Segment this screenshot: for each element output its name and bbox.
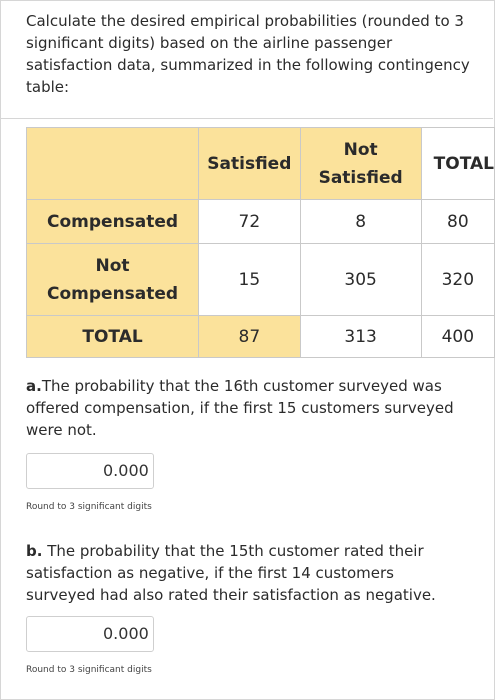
answer-a-hint: Round to 3 significant digits	[26, 502, 152, 512]
intro-section: Calculate the desired empirical probabil…	[0, 0, 493, 119]
cell-total-not-satisfied: 313	[299, 315, 422, 358]
header-satisfied: Satisfied	[198, 127, 301, 200]
row-label-not-compensated: Not Compensated	[25, 243, 200, 316]
cell-compensated-total: 80	[420, 199, 495, 244]
question-a-text: The probability that the 16th customer s…	[26, 377, 454, 439]
question-a: a.The probability that the 16th customer…	[26, 375, 466, 441]
contingency-table: Satisfied Not Satisfied TOTAL Compensate…	[25, 127, 495, 358]
row-label-total: TOTAL	[25, 315, 200, 358]
header-not-satisfied: Not Satisfied	[299, 127, 422, 200]
header-corner-cell	[25, 127, 200, 200]
question-b-label: b.	[26, 542, 43, 560]
cell-compensated-satisfied: 72	[198, 199, 301, 244]
table-row: Compensated 72 8 80	[25, 199, 495, 244]
cell-not-compensated-total: 320	[420, 243, 495, 316]
header-total: TOTAL	[420, 127, 495, 200]
question-b: b. The probability that the 15th custome…	[26, 540, 466, 606]
cell-total-total: 400	[420, 315, 495, 358]
cell-compensated-not-satisfied: 8	[299, 199, 422, 244]
question-b-text: The probability that the 15th customer r…	[26, 542, 436, 604]
table-row: TOTAL 87 313 400	[25, 315, 495, 358]
table-header-row: Satisfied Not Satisfied TOTAL	[25, 127, 495, 200]
row-label-compensated: Compensated	[25, 199, 200, 244]
intro-text: Calculate the desired empirical probabil…	[26, 12, 470, 96]
answer-b-input[interactable]: 0.000	[26, 616, 154, 652]
question-a-label: a.	[26, 377, 42, 395]
answer-a-input[interactable]: 0.000	[26, 453, 154, 489]
table-row: Not Compensated 15 305 320	[25, 243, 495, 316]
cell-not-compensated-satisfied: 15	[198, 243, 301, 316]
cell-not-compensated-not-satisfied: 305	[299, 243, 422, 316]
answer-b-hint: Round to 3 significant digits	[26, 665, 152, 675]
cell-total-satisfied: 87	[198, 315, 301, 358]
